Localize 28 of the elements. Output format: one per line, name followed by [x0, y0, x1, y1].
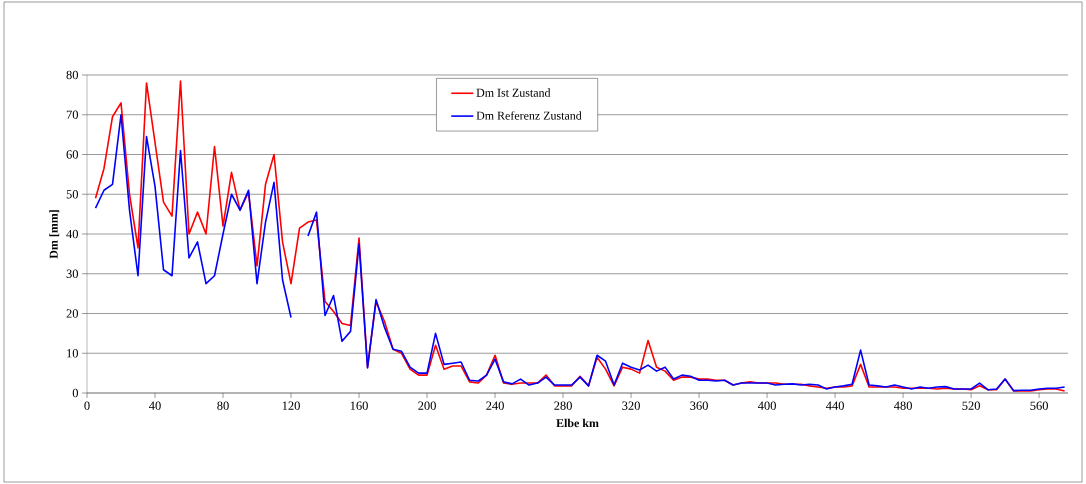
x-tick-label: 40	[149, 401, 161, 410]
y-tick-label: 0	[72, 388, 78, 398]
y-tick-label: 60	[66, 150, 78, 159]
legend-label: Dm Referenz Zustand	[476, 111, 582, 120]
y-tick-label: 10	[67, 349, 78, 358]
x-tick-label: 440	[825, 401, 844, 410]
x-tick-label: 240	[486, 401, 504, 410]
x-tick-label: 480	[894, 401, 912, 410]
x-axis-title: Elbe km	[556, 418, 599, 428]
x-tick-label: 320	[622, 401, 640, 410]
x-tick-label: 360	[690, 401, 708, 410]
x-tick-label: 280	[554, 401, 572, 410]
x-tick-label: 520	[962, 401, 980, 410]
legend-label: Dm Ist Zustand	[476, 88, 551, 97]
y-tick-label: 40	[66, 229, 78, 239]
x-tick-label: 200	[418, 401, 436, 410]
y-tick-label: 80	[66, 70, 78, 80]
y-tick-label: 30	[66, 269, 78, 278]
x-tick-label: 120	[282, 401, 300, 410]
x-tick-label: 160	[350, 401, 368, 410]
x-tick-label: 0	[84, 401, 90, 410]
y-tick-label: 20	[66, 309, 78, 318]
x-tick-label: 400	[757, 401, 776, 410]
y-tick-label: 50	[66, 190, 78, 199]
y-axis-title: Dm [mm]	[49, 210, 60, 259]
x-tick-label: 560	[1030, 401, 1048, 410]
y-tick-label: 70	[66, 110, 78, 119]
x-tick-label: 80	[217, 401, 229, 410]
